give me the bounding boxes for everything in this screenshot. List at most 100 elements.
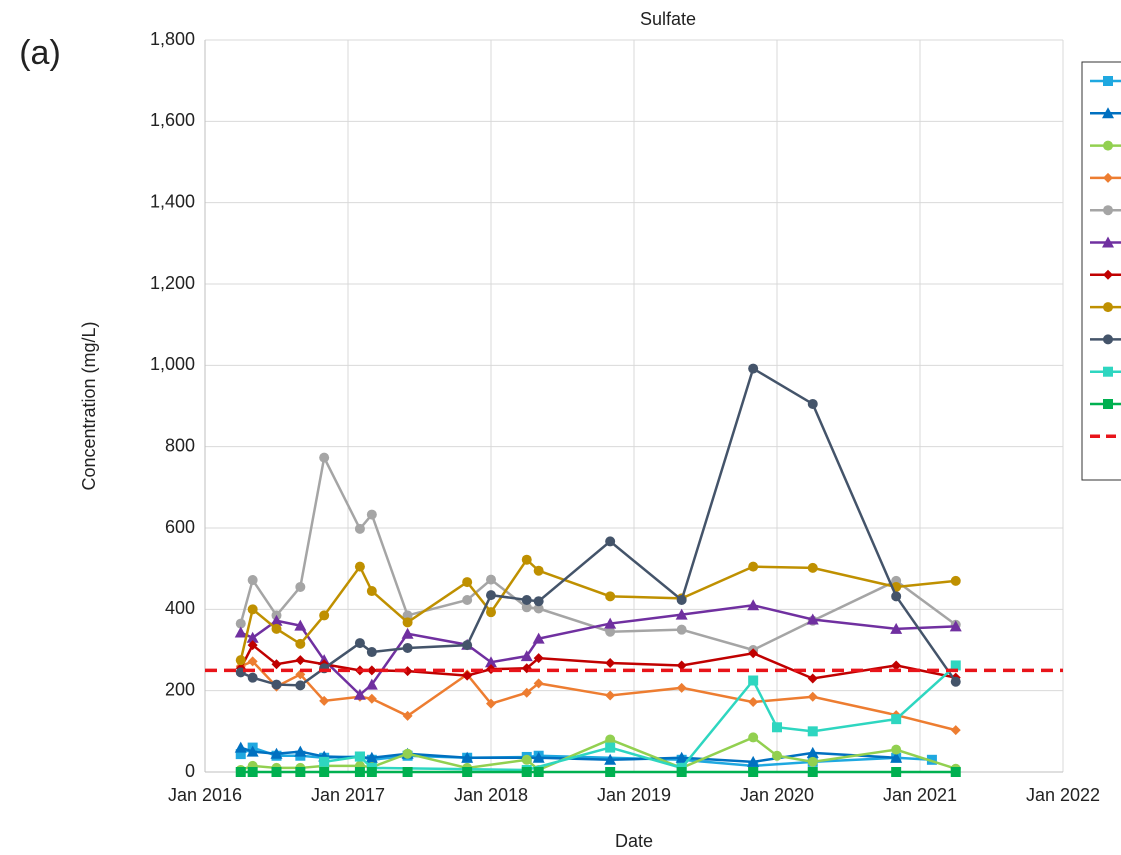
marker [604, 617, 617, 629]
marker [271, 767, 282, 777]
marker [235, 749, 246, 760]
marker [295, 680, 306, 691]
y-tick-label: 800 [165, 435, 195, 455]
marker [365, 678, 378, 690]
marker [950, 575, 961, 586]
marker [366, 509, 377, 520]
marker [295, 655, 306, 666]
marker [294, 619, 307, 631]
marker [485, 656, 497, 668]
marker [354, 751, 365, 762]
marker [462, 670, 473, 681]
marker [772, 722, 782, 733]
marker [271, 679, 282, 690]
marker [402, 767, 413, 777]
marker [533, 565, 544, 576]
marker [521, 754, 532, 765]
marker [891, 767, 902, 777]
marker [247, 672, 258, 683]
marker [486, 607, 496, 618]
marker [675, 608, 688, 620]
marker [1103, 399, 1113, 409]
series-line [240, 603, 956, 697]
marker [807, 726, 818, 737]
marker [401, 627, 414, 639]
marker [462, 767, 473, 777]
marker [365, 751, 378, 763]
marker [605, 536, 616, 547]
marker [1103, 366, 1113, 377]
marker [319, 767, 330, 777]
marker [461, 751, 474, 763]
marker [294, 745, 307, 757]
marker [807, 398, 818, 409]
marker [806, 746, 819, 758]
marker [354, 767, 365, 777]
marker [295, 767, 306, 777]
marker [353, 688, 366, 700]
marker [295, 638, 306, 649]
marker [807, 673, 818, 684]
marker [462, 577, 473, 588]
x-tick-label: Jan 2016 [168, 785, 242, 805]
y-tick-label: 600 [165, 517, 195, 537]
marker [807, 562, 818, 573]
marker [234, 741, 247, 753]
marker [772, 750, 782, 761]
marker [235, 767, 246, 777]
marker [402, 617, 413, 628]
marker [890, 751, 903, 763]
marker [748, 648, 759, 659]
y-tick-label: 400 [165, 598, 195, 618]
marker [747, 755, 760, 767]
marker [891, 744, 902, 755]
marker [366, 647, 377, 658]
marker [676, 767, 687, 777]
marker [533, 596, 544, 607]
marker [247, 604, 258, 615]
marker [366, 665, 377, 676]
marker [246, 745, 259, 757]
marker [295, 581, 306, 592]
marker [246, 631, 259, 643]
marker [319, 610, 330, 621]
marker [748, 675, 759, 686]
marker [402, 610, 413, 621]
marker [235, 618, 246, 629]
marker [806, 613, 819, 625]
marker [950, 660, 961, 671]
marker [402, 748, 413, 759]
y-tick-label: 1,800 [150, 29, 195, 49]
x-tick-label: Jan 2018 [454, 785, 528, 805]
y-tick-label: 200 [165, 679, 195, 699]
marker [675, 751, 688, 763]
marker [604, 753, 617, 765]
marker [605, 658, 616, 669]
y-tick-label: 1,200 [150, 273, 195, 293]
marker [890, 622, 903, 634]
marker [1102, 236, 1114, 248]
marker [366, 767, 377, 777]
y-tick-label: 1,400 [150, 191, 195, 211]
chart-title: Sulfate [640, 9, 696, 29]
marker [1103, 205, 1113, 216]
marker [747, 599, 760, 611]
marker [521, 554, 532, 565]
marker [807, 691, 818, 702]
marker [605, 767, 616, 777]
marker [1102, 107, 1114, 119]
marker [271, 659, 282, 670]
marker [891, 591, 902, 602]
panel-label: (a) [19, 34, 61, 72]
x-tick-label: Jan 2017 [311, 785, 385, 805]
marker [521, 602, 532, 613]
marker [748, 732, 759, 743]
marker [521, 767, 532, 777]
marker [270, 747, 283, 759]
legend-box [1081, 61, 1121, 481]
marker [1103, 302, 1113, 313]
marker [354, 561, 365, 572]
marker [402, 642, 413, 653]
x-tick-label: Jan 2021 [883, 785, 957, 805]
